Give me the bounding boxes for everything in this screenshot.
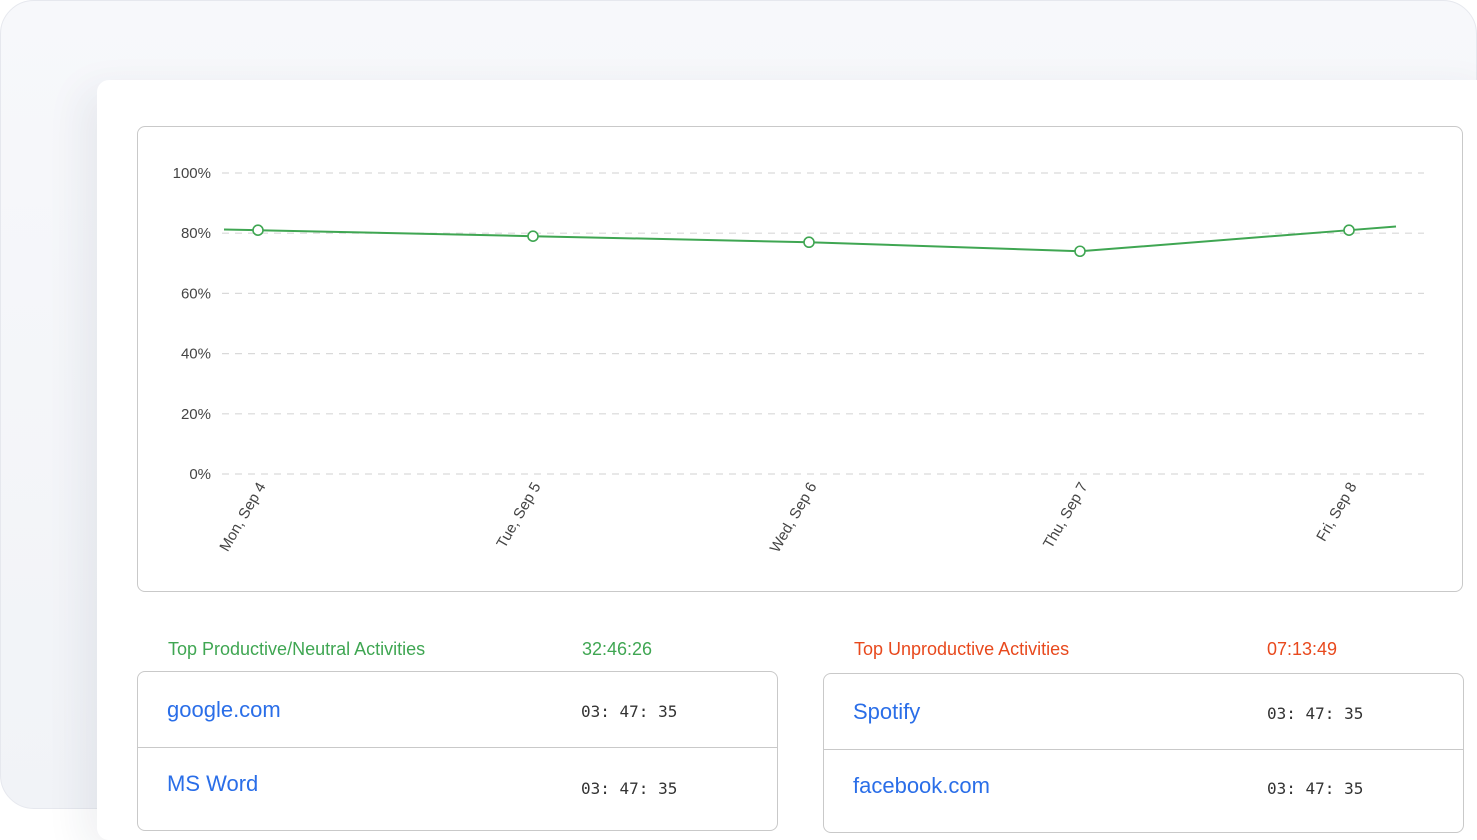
activity-name-link[interactable]: google.com (167, 697, 281, 722)
unproductive-section-title: Top Unproductive Activities (854, 639, 1070, 659)
activity-name-link[interactable]: facebook.com (853, 773, 990, 798)
productive-total-time: 32:46:26 (582, 639, 653, 659)
activity-duration: 03: 47: 35 (1267, 779, 1364, 798)
unproductive-total-time: 07:13:49 (1267, 639, 1338, 659)
list-item[interactable]: google.com 03: 47: 35 (138, 672, 777, 748)
activity-duration: 03: 47: 35 (1267, 704, 1364, 723)
list-item[interactable]: MS Word 03: 47: 35 (138, 748, 777, 824)
productive-activities-list: google.com 03: 47: 35 MS Word 03: 47: 35 (137, 671, 778, 831)
activity-name-link[interactable]: Spotify (853, 699, 921, 724)
activity-duration: 03: 47: 35 (581, 779, 678, 798)
unproductive-activities-list: Spotify 03: 47: 35 facebook.com 03: 47: … (823, 673, 1464, 833)
list-item[interactable]: Spotify 03: 47: 35 (824, 674, 1463, 750)
productive-section-title: Top Productive/Neutral Activities (168, 639, 426, 659)
list-item[interactable]: facebook.com 03: 47: 35 (824, 750, 1463, 826)
activity-name-link[interactable]: MS Word (167, 771, 259, 796)
productivity-chart-card (137, 126, 1463, 592)
activity-duration: 03: 47: 35 (581, 702, 678, 721)
